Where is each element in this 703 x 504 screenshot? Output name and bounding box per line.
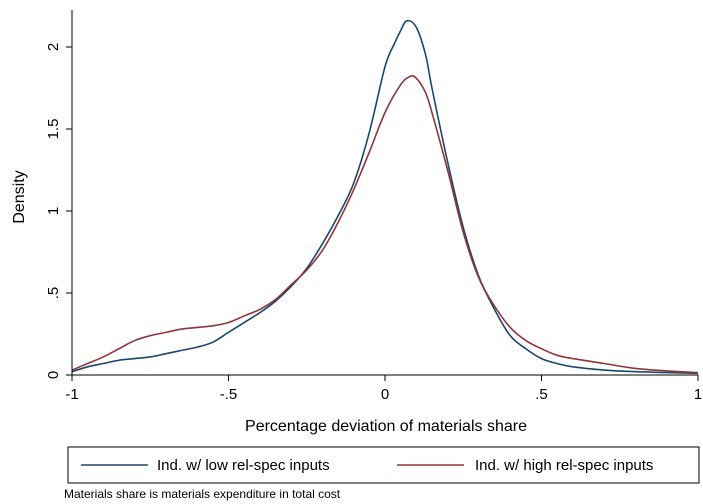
y-tick-label: .5 <box>45 287 62 300</box>
x-tick-label: -.5 <box>220 386 238 403</box>
series-line-high-rel-spec <box>71 75 699 374</box>
y-tick-label: 0 <box>45 371 62 379</box>
y-tick-label: 1 <box>45 207 62 215</box>
plot-area <box>71 19 699 375</box>
x-tick-label: .5 <box>535 386 548 403</box>
legend: Ind. w/ low rel-spec inputs Ind. w/ high… <box>67 446 700 484</box>
legend-label-low: Ind. w/ low rel-spec inputs <box>157 457 330 474</box>
x-tick-label: 1 <box>694 386 702 403</box>
chart-note: Materials share is materials expenditure… <box>64 487 341 501</box>
y-axis-title: Density <box>11 170 28 223</box>
y-tick-label: 2 <box>45 43 62 51</box>
legend-label-high: Ind. w/ high rel-spec inputs <box>475 457 653 474</box>
x-tick-label: 0 <box>381 386 389 403</box>
x-tick-label: -1 <box>65 386 78 403</box>
y-axis: 0 .5 1 1.5 2 <box>45 10 73 379</box>
legend-box <box>67 446 700 484</box>
series-line-low-rel-spec <box>71 19 699 375</box>
y-tick-label: 1.5 <box>45 119 62 140</box>
x-axis-title: Percentage deviation of materials share <box>245 418 527 435</box>
x-axis: -1 -.5 0 .5 1 <box>65 374 702 403</box>
